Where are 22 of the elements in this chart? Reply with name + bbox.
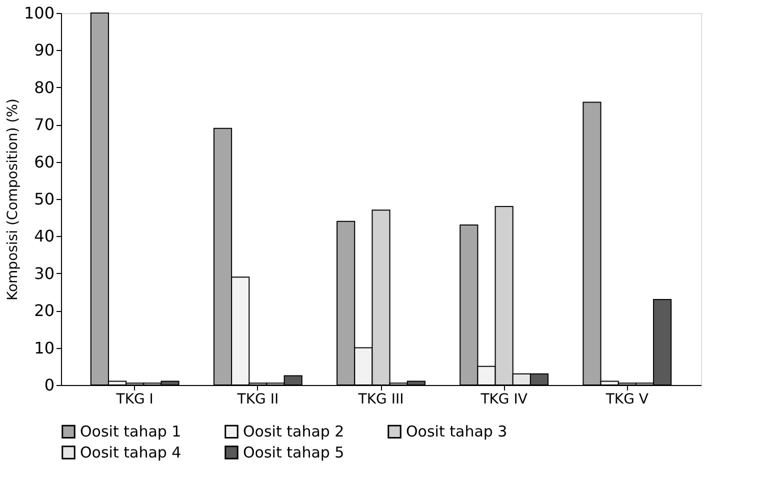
y-tick-label: 30 — [34, 264, 54, 283]
legend-label: Oosit tahap 3 — [406, 422, 508, 441]
y-axis-title: Komposisi (Composition) (%) — [4, 98, 21, 300]
y-tick-label: 0 — [44, 376, 54, 394]
legend-label: Oosit tahap 2 — [243, 422, 344, 441]
y-tick-label: 50 — [34, 190, 54, 208]
y-tick-label: 80 — [34, 78, 54, 97]
x-tick-label: TKG III — [357, 392, 404, 408]
y-tick-label: 90 — [34, 40, 54, 60]
y-tick-label: 70 — [34, 115, 54, 134]
x-tick-label: TKG V — [604, 392, 649, 408]
y-tick-label: 10 — [34, 338, 54, 358]
x-tick-label: TKG II — [236, 392, 279, 408]
x-tick-label: TKG IV — [480, 392, 528, 408]
y-tick-label: 40 — [34, 226, 54, 246]
legend-label: Oosit tahap 1 — [80, 422, 182, 441]
y-tick-label: 100 — [24, 4, 54, 22]
y-tick-label: 60 — [34, 152, 54, 172]
y-tick-label: 20 — [34, 301, 54, 320]
legend-label: Oosit tahap 5 — [243, 444, 344, 462]
legend-label: Oosit tahap 4 — [80, 444, 182, 462]
x-tick-label: TKG I — [115, 392, 154, 408]
